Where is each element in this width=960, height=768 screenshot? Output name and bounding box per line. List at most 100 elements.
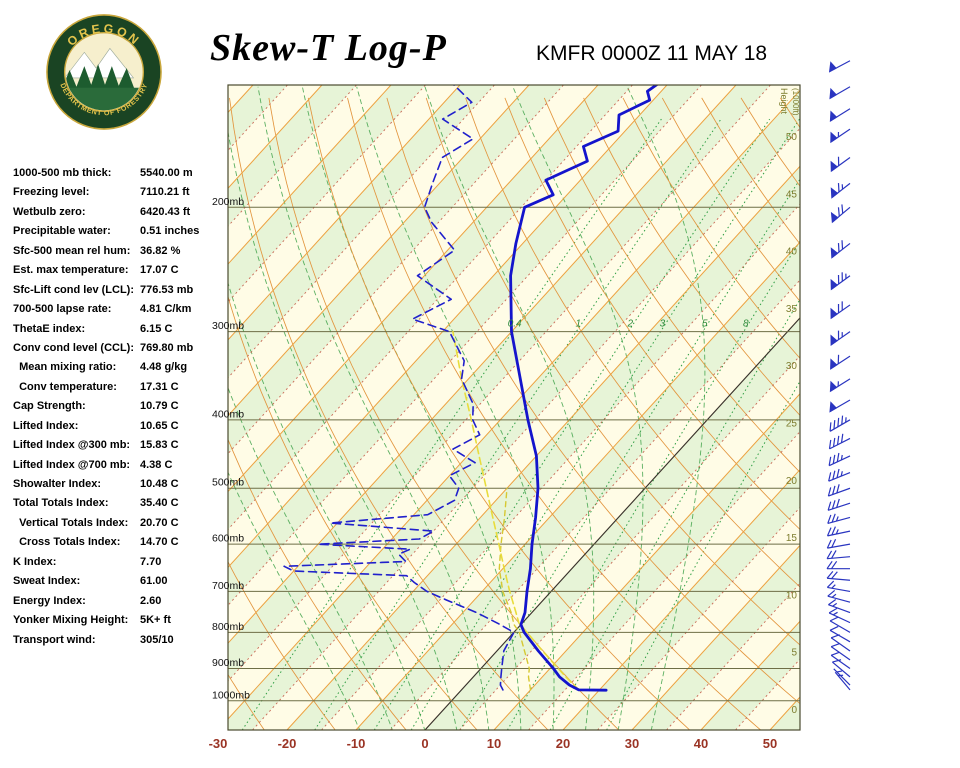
index-value: 15.83 C xyxy=(140,439,179,452)
mountain-icon xyxy=(65,47,135,79)
index-value: 4.81 C/km xyxy=(140,303,192,316)
index-row: Est. max temperature: 17.07 C xyxy=(13,264,229,283)
svg-text:8: 8 xyxy=(743,319,749,330)
svg-text:0.4: 0.4 xyxy=(508,319,522,330)
plot-area xyxy=(228,85,800,730)
index-label: Conv cond level (CCL): xyxy=(13,341,135,354)
svg-text:30: 30 xyxy=(625,736,639,751)
svg-text:300mb: 300mb xyxy=(212,320,244,332)
index-label: Transport wind: xyxy=(13,633,96,646)
pressure-labels: 200mb 300mb 400mb 500mb 600mb 700mb 800mb 900mb… xyxy=(212,196,250,701)
svg-text:30: 30 xyxy=(786,361,798,372)
index-row: Mean mixing ratio: 4.48 g/kg xyxy=(13,361,229,380)
svg-text:1: 1 xyxy=(576,319,582,330)
svg-text:800mb: 800mb xyxy=(212,621,244,633)
index-row: Transport wind: 305/10 xyxy=(13,634,229,653)
index-row: Cap Strength: 10.79 C xyxy=(13,400,229,419)
index-row: 1000-500 mb thick: 5540.00 m xyxy=(13,167,229,186)
height-axis-subtitle: (1000ft) xyxy=(791,88,800,116)
index-label: Cross Totals Index: xyxy=(13,536,121,549)
svg-text:3: 3 xyxy=(660,319,666,330)
index-value: 17.07 C xyxy=(140,264,179,277)
svg-text:35: 35 xyxy=(786,304,798,315)
svg-text:900mb: 900mb xyxy=(212,657,244,669)
index-row: K Index: 7.70 xyxy=(13,556,229,575)
svg-text:1000mb: 1000mb xyxy=(212,689,250,701)
parcel-trace xyxy=(452,330,580,691)
index-value: 10.65 C xyxy=(140,419,179,432)
index-label: ThetaE index: xyxy=(13,322,86,335)
index-label: Showalter Index: xyxy=(13,478,102,490)
index-row: Wetbulb zero: 6420.43 ft xyxy=(13,206,229,225)
svg-text:20: 20 xyxy=(786,476,798,487)
svg-text:10: 10 xyxy=(487,736,501,751)
index-value: 2.60 xyxy=(140,594,162,607)
station-timestamp: KMFR 0000Z 11 MAY 18 xyxy=(536,42,768,65)
svg-text:40: 40 xyxy=(786,247,798,258)
isotherms xyxy=(228,85,800,730)
index-label: Sweat Index: xyxy=(13,575,81,588)
index-value: 769.80 mb xyxy=(140,341,194,354)
index-value: 5540.00 m xyxy=(140,167,193,179)
svg-text:25: 25 xyxy=(786,419,798,430)
index-row: Lifted Index: 10.65 C xyxy=(13,420,229,439)
dewpoint-trace xyxy=(283,85,515,691)
odf-logo: OREGON DEPARTMENT OF FORESTRY xyxy=(46,14,162,130)
index-row: Total Totals Index: 35.40 C xyxy=(13,497,229,516)
svg-text:45: 45 xyxy=(786,189,798,200)
svg-text:15: 15 xyxy=(786,533,798,544)
index-label: Lifted Index: xyxy=(13,419,79,432)
index-label: Cap Strength: xyxy=(13,400,86,413)
index-value: 776.53 mb xyxy=(140,283,194,296)
temperature-trace xyxy=(509,85,659,692)
svg-text:-10: -10 xyxy=(347,736,366,751)
index-row: Showalter Index: 10.48 C xyxy=(13,478,229,497)
index-row: Vertical Totals Index: 20.70 C xyxy=(13,517,229,536)
svg-text:-30: -30 xyxy=(209,736,228,751)
index-row: ThetaE index: 6.15 C xyxy=(13,323,229,342)
svg-text:5: 5 xyxy=(702,319,708,330)
index-label: 700-500 lapse rate: xyxy=(13,303,112,316)
index-row: Sfc-500 mean rel hum: 36.82 % xyxy=(13,245,229,264)
index-label: Yonker Mixing Height: xyxy=(13,614,129,627)
index-row: Lifted Index @300 mb: 15.83 C xyxy=(13,439,229,458)
index-value: 0.51 inches xyxy=(140,225,200,238)
index-value: 14.70 C xyxy=(140,536,179,549)
index-row: 700-500 lapse rate: 4.81 C/km xyxy=(13,303,229,322)
trees-icon xyxy=(65,64,136,92)
index-value: 7.70 xyxy=(140,555,162,568)
svg-text:5: 5 xyxy=(791,648,797,659)
svg-text:400mb: 400mb xyxy=(212,408,244,420)
wind-barb-column xyxy=(826,60,851,691)
index-row: Yonker Mixing Height: 5K+ ft xyxy=(13,614,229,633)
index-value: 17.31 C xyxy=(140,380,179,393)
svg-text:200mb: 200mb xyxy=(212,196,244,208)
index-label: Vertical Totals Index: xyxy=(13,516,129,529)
wetbulb-trace xyxy=(498,487,532,691)
index-label: Conv temperature: xyxy=(13,380,117,393)
svg-text:40: 40 xyxy=(694,736,708,751)
svg-text:20: 20 xyxy=(556,736,570,751)
index-label: Energy Index: xyxy=(13,594,86,607)
svg-text:0: 0 xyxy=(421,736,428,751)
index-label: Freezing level: xyxy=(13,186,90,199)
index-value: 4.38 C xyxy=(140,458,173,471)
page-title: Skew-T Log-P xyxy=(210,27,447,69)
index-label: K Index: xyxy=(13,555,57,568)
index-label: Precipitable water: xyxy=(13,225,111,238)
index-label: Lifted Index @300 mb: xyxy=(13,439,131,452)
index-value: 20.70 C xyxy=(140,516,179,529)
index-value: 35.40 C xyxy=(140,497,179,510)
svg-text:2: 2 xyxy=(627,319,634,330)
index-value: 4.48 g/kg xyxy=(140,361,188,374)
index-label: Est. max temperature: xyxy=(13,264,129,277)
index-value: 36.82 % xyxy=(140,244,181,257)
index-value: 6.15 C xyxy=(140,322,173,335)
svg-text:50: 50 xyxy=(763,736,777,751)
background-stripes xyxy=(228,85,800,730)
svg-text:50: 50 xyxy=(786,132,798,143)
moist-adiabats xyxy=(228,86,706,730)
index-label: Total Totals Index: xyxy=(13,497,109,510)
